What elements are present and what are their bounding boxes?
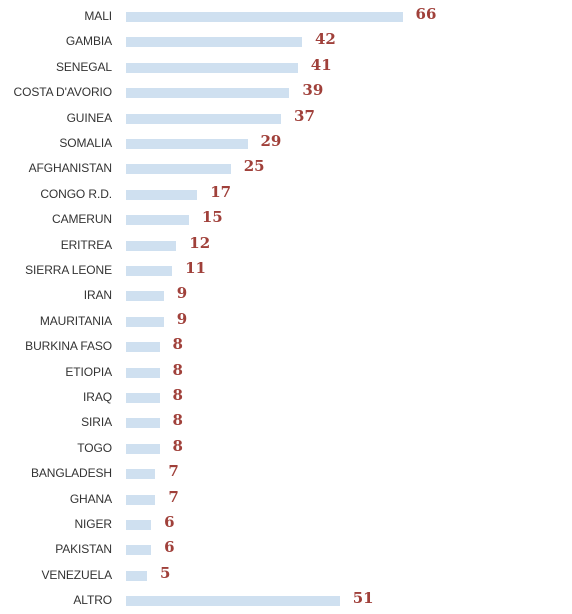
category-label: CAMERUN [52,212,112,227]
value-label: 5 [159,563,171,582]
value-label: 8 [172,360,183,379]
bar-row: COSTA D'AVORIO 39 [0,81,572,106]
value-label: 8 [172,386,183,404]
bar-row: SOMALIA 29 [0,132,572,157]
category-label: ERITREA [60,237,112,252]
bar-row: AFGHANISTAN 25 [0,157,572,182]
bar [126,316,164,327]
category-label: PAKISTAN [55,542,112,557]
category-label: GHANA [69,491,112,506]
value-label: 7 [168,487,179,506]
bar [126,113,282,124]
bar [126,342,160,353]
bar [126,570,147,581]
bar [126,88,290,99]
category-label: GUINEA [66,110,113,125]
value-label: 8 [172,436,183,455]
category-label: ETIOPIA [65,364,112,379]
value-label: 8 [172,411,183,430]
category-label: MAURITANIA [39,313,112,328]
value-label: 9 [176,284,188,303]
bar [126,520,152,530]
value-label: 11 [185,259,206,277]
bar [126,545,152,556]
value-label: 8 [172,335,183,354]
bar [126,494,156,505]
category-label: SIRIA [81,415,112,430]
value-label: 7 [168,462,179,481]
value-label: 25 [243,157,265,176]
value-label: 66 [415,5,437,23]
value-label: 42 [314,30,336,49]
bar [126,393,160,403]
value-label: 37 [294,106,315,125]
value-label: 12 [189,233,211,252]
bar [126,469,156,480]
bar-row: TOGO 8 [0,437,572,462]
bar-row: CAMERUN 15 [0,208,572,233]
bar [126,139,248,149]
bar [126,240,177,251]
bar [126,266,173,276]
bar [126,367,160,378]
value-label: 6 [164,513,175,531]
bar [126,291,164,302]
category-label: ALTRO [73,593,112,608]
value-label: 17 [210,182,232,201]
value-label: 15 [201,208,223,227]
bar [126,596,340,607]
bar-row: SENEGAL 41 [0,56,572,81]
category-label: COSTA D'AVORIO [13,85,113,100]
bar-row: IRAN 9 [0,284,572,309]
bar [126,443,160,454]
bar-row: MALI 66 [0,5,572,30]
category-label: SENEGAL [56,59,112,74]
category-label: VENEZUELA [41,567,113,582]
bar [126,62,298,73]
bar-row: GAMBIA 42 [0,30,572,55]
category-label: BURKINA FASO [25,339,112,354]
category-label: SIERRA LEONE [25,263,112,277]
value-label: 9 [176,309,188,328]
value-label: 6 [164,538,175,557]
bar-row: MAURITANIA 9 [0,310,572,335]
bar-chart: MALI 66 GAMBIA 42 SENEGAL 41 COSTA D'AVORIO 39 G… [0,5,572,607]
category-label: CONGO R.D. [40,186,112,201]
category-label: BANGLADESH [30,466,112,481]
bar-row: CONGO R.D. 17 [0,183,572,208]
category-label: IRAN [83,288,112,303]
bar-row: PAKISTAN 6 [0,538,572,563]
bar-row: IRAQ 8 [0,386,572,411]
category-label: GAMBIA [65,34,112,49]
category-label: AFGHANISTAN [28,161,112,176]
category-label: MALI [84,9,112,23]
bar [126,189,198,200]
category-label: NIGER [74,517,112,531]
category-label: SOMALIA [59,136,112,150]
bar-row: ERITREA 12 [0,234,572,259]
bar-row: GHANA 7 [0,488,572,513]
bar-row: ALTRO 51 [0,589,572,614]
bar-row: BANGLADESH 7 [0,462,572,487]
bar-row: GUINEA 37 [0,107,572,132]
bar-row: SIERRA LEONE 11 [0,259,572,284]
bar [126,215,189,226]
bar [126,12,403,22]
bar-row: VENEZUELA 5 [0,564,572,589]
value-label: 29 [260,132,282,150]
category-label: TOGO [77,440,112,455]
bar [126,37,302,48]
value-label: 41 [310,55,332,74]
bar-row: ETIOPIA 8 [0,361,572,386]
category-label: IRAQ [83,390,112,404]
value-label: 39 [302,81,324,100]
bar [126,164,231,175]
bar [126,418,160,429]
bar-row: BURKINA FASO 8 [0,335,572,360]
value-label: 51 [352,589,374,608]
bar-row: SIRIA 8 [0,411,572,436]
bar-row: NIGER 6 [0,513,572,538]
